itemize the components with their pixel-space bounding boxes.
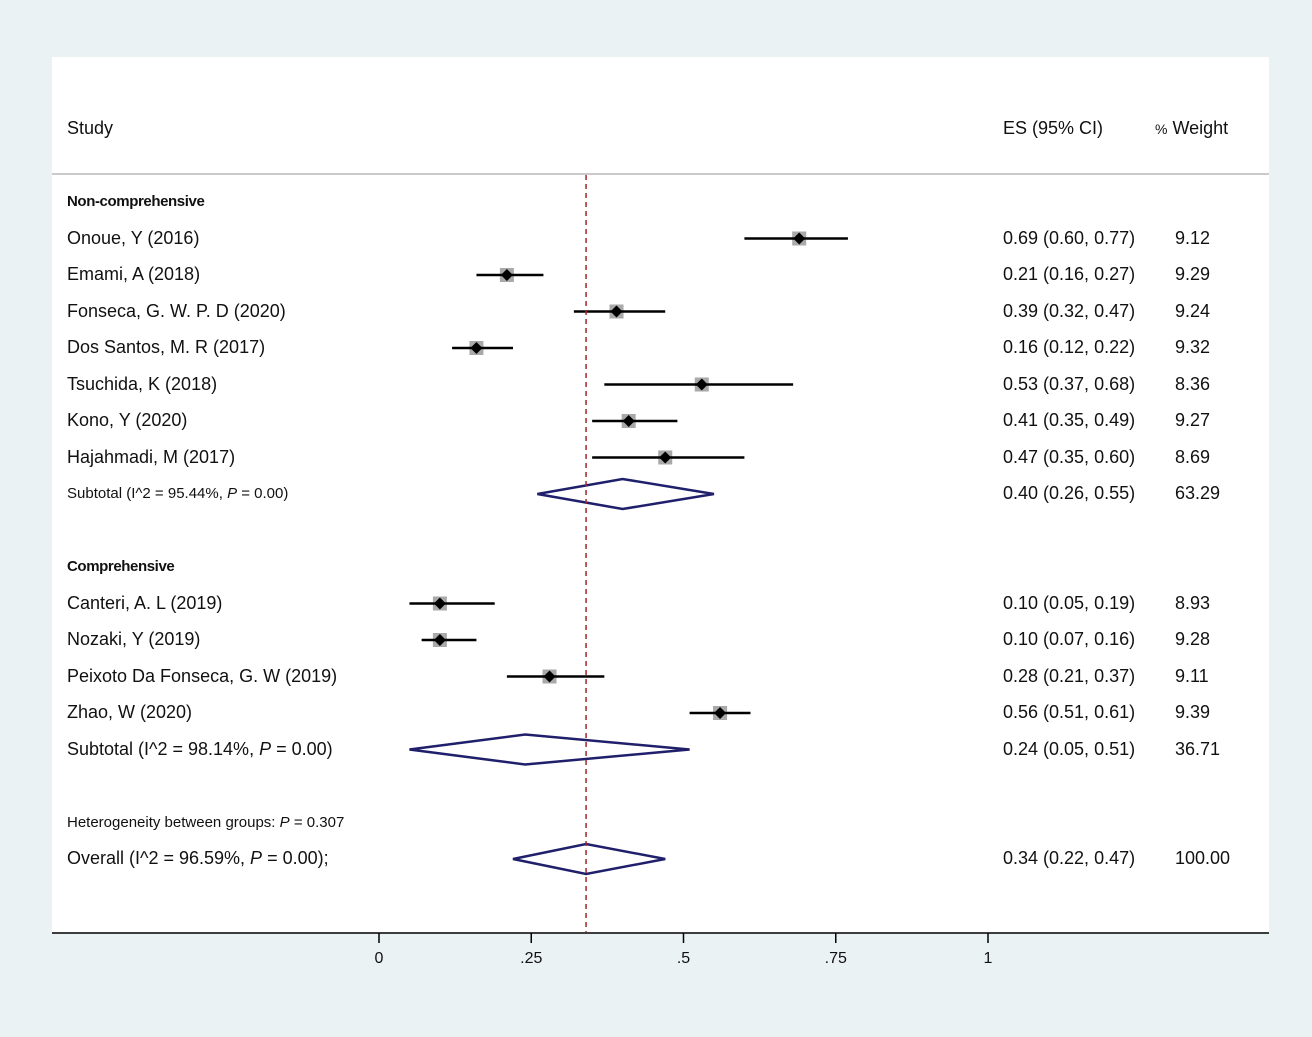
point-estimate (793, 232, 806, 245)
study-label: Canteri, A. L (2019) (67, 592, 223, 613)
study-label: Zhao, W (2020) (67, 702, 193, 722)
subtotal-diamond-0 (537, 477, 715, 511)
study-label: Kono, Y (2020) (67, 410, 188, 430)
subtotal-label-0-part: Subtotal (I^2 = 95.44%, (67, 485, 228, 502)
overall-es-text: 0.34 (0.22, 0.47) (1003, 848, 1136, 868)
study-weight: 9.29 (1175, 264, 1211, 284)
subtotal-weight: 63.29 (1175, 483, 1221, 503)
study-weight: 9.27 (1175, 410, 1211, 430)
x-tick-label: .75 (824, 950, 847, 967)
subtotal-label-0: Subtotal (I^2 = 95.44%, P = 0.00) (67, 485, 288, 502)
subtotal-label-0-part: P (227, 485, 238, 502)
point-estimate (543, 670, 556, 683)
header-weight-label: Weight (1172, 118, 1229, 138)
point-estimate (610, 305, 623, 318)
header-weight-prefix: % (1155, 121, 1168, 137)
study-es-text: 0.21 (0.16, 0.27) (1003, 264, 1136, 284)
study-weight: 9.12 (1175, 227, 1211, 248)
point-estimate (622, 415, 635, 427)
header-study: Study (67, 118, 114, 138)
subtotal-label-1-part: Subtotal (I^2 = 98.14%, (67, 738, 260, 759)
study-label: Onoue, Y (2016) (67, 227, 200, 248)
study-es-text: 0.28 (0.21, 0.37) (1003, 665, 1136, 686)
heterogeneity-label-part: = 0.307 (289, 814, 345, 831)
subtotal-weight: 36.71 (1175, 738, 1221, 759)
point-estimate (433, 634, 446, 646)
x-tick-label: 1 (983, 950, 993, 967)
study-weight: 9.32 (1175, 337, 1211, 357)
subtotal-label-1-part: P (259, 738, 272, 759)
study-weight: 8.36 (1175, 373, 1211, 394)
study-es-text: 0.39 (0.32, 0.47) (1003, 300, 1136, 321)
study-weight: 8.69 (1175, 446, 1211, 467)
overall-label-part: = 0.00); (262, 848, 329, 868)
study-label: Fonseca, G. W. P. D (2020) (67, 300, 286, 321)
study-weight: 9.11 (1175, 665, 1209, 686)
point-estimate (500, 269, 513, 281)
subtotal-es-text: 0.24 (0.05, 0.51) (1003, 738, 1136, 759)
study-label: Emami, A (2018) (67, 264, 201, 284)
subtotal-label-1: Subtotal (I^2 = 98.14%, P = 0.00) (67, 739, 333, 760)
point-estimate (659, 451, 672, 464)
overall-label-part: P (250, 848, 263, 868)
study-es-text: 0.41 (0.35, 0.49) (1003, 410, 1136, 430)
header-es: ES (95% CI) (1003, 118, 1104, 138)
heterogeneity-label-part: Heterogeneity between groups: (67, 814, 280, 831)
study-label: Dos Santos, M. R (2017) (67, 337, 266, 357)
study-label: Nozaki, Y (2019) (67, 629, 201, 649)
point-estimate (470, 342, 483, 354)
overall-weight: 100.00 (1175, 848, 1231, 868)
study-es-text: 0.53 (0.37, 0.68) (1003, 373, 1136, 394)
study-label: Hajahmadi, M (2017) (67, 446, 236, 467)
subtotal-es-text: 0.40 (0.26, 0.55) (1003, 483, 1136, 503)
study-weight: 9.24 (1175, 300, 1211, 321)
group-label-0: Non-comprehensive (67, 193, 205, 210)
subtotal-diamond-1 (409, 733, 690, 766)
subtotal-label-0-part: = 0.00) (237, 485, 289, 502)
subtotal-label-1-part: = 0.00) (271, 738, 333, 759)
overall-label-part: Overall (I^2 = 96.59%, (67, 848, 251, 868)
study-es-text: 0.56 (0.51, 0.61) (1003, 702, 1136, 722)
heterogeneity-label: Heterogeneity between groups: P = 0.307 (67, 814, 344, 831)
study-label: Tsuchida, K (2018) (67, 373, 218, 394)
x-tick-label: .5 (676, 950, 691, 967)
study-es-text: 0.69 (0.60, 0.77) (1003, 227, 1136, 248)
study-es-text: 0.16 (0.12, 0.22) (1003, 337, 1136, 357)
study-es-text: 0.10 (0.05, 0.19) (1003, 592, 1136, 613)
overall-diamond (512, 842, 666, 876)
study-weight: 9.39 (1175, 702, 1211, 722)
point-estimate (695, 378, 708, 391)
study-es-text: 0.47 (0.35, 0.60) (1003, 446, 1136, 467)
study-label: Peixoto Da Fonseca, G. W (2019) (67, 665, 338, 686)
header-weight: % Weight (1155, 118, 1228, 139)
overall-label: Overall (I^2 = 96.59%, P = 0.00); (67, 848, 329, 869)
x-tick-label: .25 (520, 950, 543, 967)
study-weight: 8.93 (1175, 592, 1211, 613)
heterogeneity-label-part: P (279, 814, 290, 831)
study-es-text: 0.10 (0.07, 0.16) (1003, 629, 1136, 649)
group-label-1: Comprehensive (67, 558, 175, 575)
x-tick-label: 0 (374, 950, 384, 967)
point-estimate (433, 597, 446, 610)
study-weight: 9.28 (1175, 629, 1211, 649)
plot-panel (52, 57, 1269, 933)
point-estimate (714, 707, 727, 719)
